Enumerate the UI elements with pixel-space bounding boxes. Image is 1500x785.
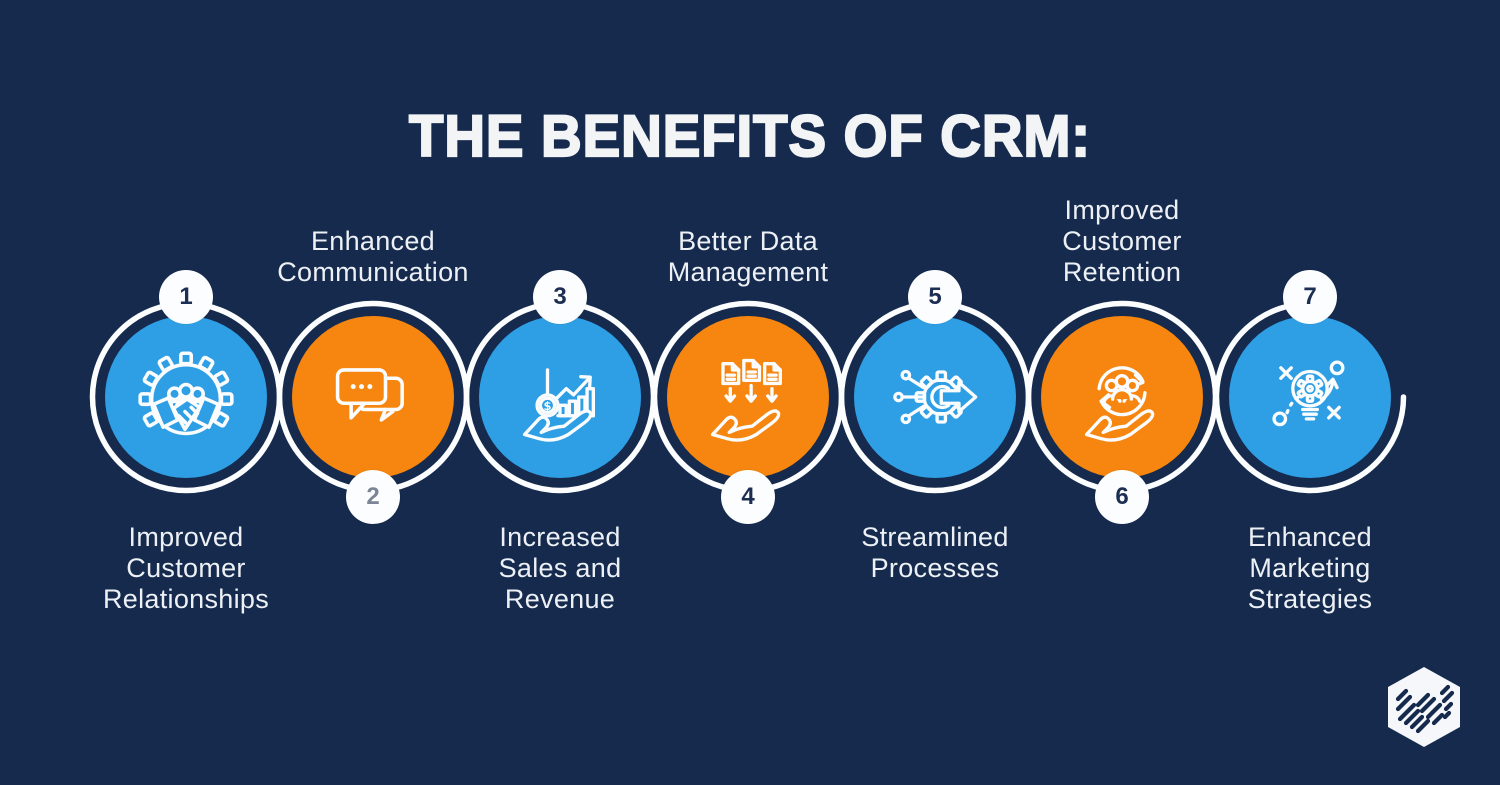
step-number-badge: 3	[533, 270, 587, 324]
benefit-item-5: 5 Streamlined Processes	[835, 270, 1035, 583]
benefit-item-3: $ 3 Increased Sales and Revenue	[460, 270, 660, 614]
benefit-item-2: 2 Enhanced Communication	[273, 226, 473, 524]
step-number-badge: 6	[1095, 470, 1149, 524]
strategy-lightbulb-icon	[1272, 360, 1345, 427]
documents-into-hand-icon	[710, 358, 782, 442]
step-number: 1	[179, 283, 193, 310]
benefit-label: Enhanced Marketing Strategies	[1247, 522, 1373, 614]
benefit-label: Streamlined Processes	[861, 522, 1009, 583]
benefit-item-4: 4 Better Data Management	[648, 226, 848, 524]
step-number-badge: 4	[721, 470, 775, 524]
gear-arrow-process-icon	[893, 369, 978, 425]
benefit-label: Improved Customer Relationships	[103, 522, 269, 614]
page-title: THE BENEFITS OF CRM:	[408, 103, 1092, 170]
benefit-label: Better Data Management	[667, 226, 829, 287]
benefit-item-1: 1 Improved Customer Relationships	[86, 270, 286, 614]
hexagon-cube-logo	[1388, 667, 1460, 747]
step-number: 7	[1303, 283, 1317, 310]
sales-growth-hand-icon: $	[522, 368, 595, 442]
benefit-item-6: 6 Improved Customer Retention	[1022, 195, 1222, 524]
step-number: 6	[1115, 483, 1129, 510]
benefit-circle	[667, 316, 829, 478]
step-number-badge: 5	[908, 270, 962, 324]
step-number-badge: 1	[159, 270, 213, 324]
benefit-circle	[292, 316, 454, 478]
customers-gear-handshake-icon	[138, 351, 234, 436]
ring-arc-decoration	[1213, 300, 1407, 494]
svg-text:$: $	[544, 399, 552, 413]
benefit-circle	[1229, 316, 1391, 478]
benefit-circle	[1041, 316, 1203, 478]
step-number: 5	[928, 283, 942, 310]
customer-cycle-hand-icon	[1084, 366, 1155, 442]
benefit-label: Improved Customer Retention	[1062, 195, 1182, 287]
benefit-circle	[105, 316, 267, 478]
benefit-label: Increased Sales and Revenue	[498, 522, 622, 614]
benefit-label: Enhanced Communication	[277, 226, 469, 287]
step-number-badge: 2	[346, 470, 400, 524]
benefit-item-7: 7 Enhanced Marketing Strategies	[1210, 270, 1410, 614]
benefit-circle: $	[479, 316, 641, 478]
benefit-circle	[854, 316, 1016, 478]
step-number-badge: 7	[1283, 270, 1337, 324]
step-number: 4	[741, 483, 755, 510]
step-number: 3	[553, 283, 567, 310]
chat-bubbles-icon	[335, 368, 404, 422]
step-number: 2	[366, 483, 380, 510]
